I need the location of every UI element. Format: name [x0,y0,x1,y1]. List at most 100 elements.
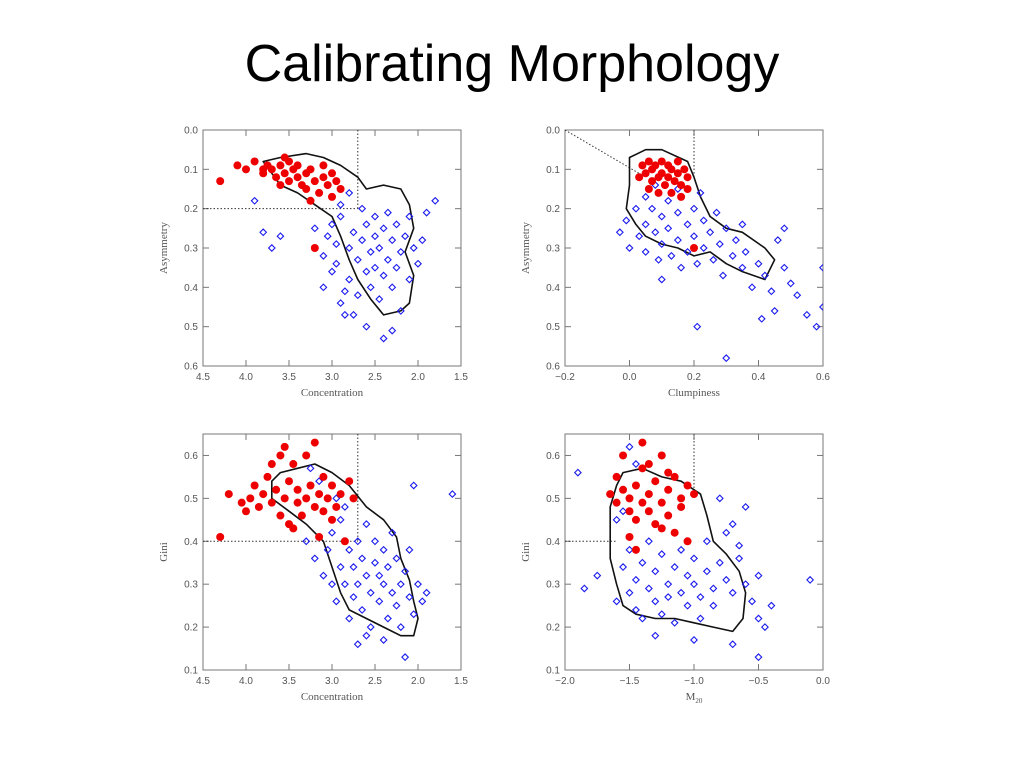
data-point-circle [638,498,647,507]
data-point-diamond [722,354,731,363]
data-point-diamond [392,554,401,563]
data-point-circle [332,177,341,186]
data-point-diamond [677,545,686,554]
data-point-diamond [806,575,815,584]
data-point-diamond [358,204,367,213]
data-point-diamond [670,618,679,627]
x-tick-label: 3.5 [282,372,296,383]
data-point-circle [328,515,336,524]
data-point-circle [336,185,345,193]
data-point-diamond [375,244,384,252]
data-point-diamond [819,303,823,311]
data-point-circle [242,165,250,174]
data-point-diamond [405,275,414,284]
data-point-circle [267,498,276,507]
data-point-diamond [690,580,698,589]
data-point-diamond [345,275,354,284]
data-point-circle [349,494,358,503]
data-point-circle [619,485,628,494]
data-point-diamond [690,635,698,644]
data-point-circle [310,438,319,447]
data-point-diamond [760,271,769,280]
data-point-diamond [362,631,371,640]
data-point-diamond [728,520,737,529]
data-point-diamond [379,545,388,554]
data-point-diamond [323,545,332,554]
data-point-circle [302,494,311,503]
data-point-diamond [780,224,789,233]
data-point-diamond [409,481,418,490]
data-point-circle [293,161,302,170]
data-point-circle [641,169,650,178]
data-point-circle [280,442,289,451]
data-point-diamond [319,251,328,260]
data-point-circle [606,490,615,499]
y-tick-label: 0.4 [184,283,198,294]
data-point-circle [651,477,660,486]
data-point-circle [625,507,634,516]
data-point-circle [664,468,673,477]
data-point-circle [690,244,698,252]
data-point-diamond [702,537,711,546]
data-point-circle [306,165,315,174]
data-point-diamond [644,537,653,546]
data-point-diamond [696,593,705,602]
data-point-diamond [422,588,431,597]
data-point-circle [612,472,621,481]
data-point-diamond [345,188,354,197]
data-point-circle [657,498,666,507]
chart-asymmetry-vs-clumpiness: −0.2 0.0 0.2 0.4 0.6 0.0 0.1 0.2 0.3 0.4 0.5 0.6 Clu… [520,126,830,400]
data-point-diamond [638,558,647,567]
x-axis-label-subscript: 20 [695,697,703,705]
data-point-diamond [418,236,427,245]
data-point-diamond [693,259,702,268]
data-point-diamond [664,580,673,589]
data-point-diamond [379,635,388,644]
data-point-circle [328,481,336,490]
data-point-diamond [336,299,345,308]
data-point-diamond [715,558,724,567]
data-point-diamond [738,263,747,272]
data-point-diamond [362,322,371,331]
data-point-diamond [396,580,405,589]
data-point-circle [638,438,647,447]
data-point-circle [302,185,311,193]
x-tick-label: 3.0 [325,676,339,687]
data-point-diamond [631,605,640,614]
data-point-circle [280,169,289,178]
data-point-diamond [366,283,375,292]
data-point-circle [310,177,319,186]
data-point-diamond [366,623,375,632]
data-point-diamond [667,251,676,260]
y-tick-label: 0.4 [184,537,198,548]
data-point-diamond [690,554,698,563]
data-point-circle [345,477,354,486]
data-point-circle [293,173,302,182]
data-point-diamond [383,255,392,264]
data-point-circle [285,177,293,186]
data-point-diamond [336,212,345,221]
y-tick-label: 0.1 [546,666,560,677]
data-point-diamond [748,283,757,292]
data-point-diamond [651,228,660,237]
data-point-diamond [767,287,776,296]
data-point-diamond [414,580,422,589]
data-point-diamond [625,545,634,554]
reference-line [565,130,646,178]
chart-asymmetry-vs-concentration: 4.5 4.0 3.5 3.0 2.5 2.0 1.5 0.0 0.1 0.2 0.3 0.4 0.5 0… [158,126,468,400]
x-tick-label: 1.5 [454,676,468,687]
data-point-diamond [664,224,673,233]
data-point-circle [644,507,653,516]
y-tick-label: 0.6 [546,451,560,462]
data-point-diamond [644,584,653,593]
data-point-diamond [328,267,336,276]
data-point-circle [340,537,349,546]
data-point-diamond [332,240,341,249]
data-point-diamond [362,267,371,276]
data-point-circle [660,181,669,190]
data-point-diamond [728,640,737,649]
data-point-diamond [641,192,650,201]
data-point-diamond [580,584,589,593]
data-point-circle [319,472,328,481]
data-point-diamond [812,322,821,331]
